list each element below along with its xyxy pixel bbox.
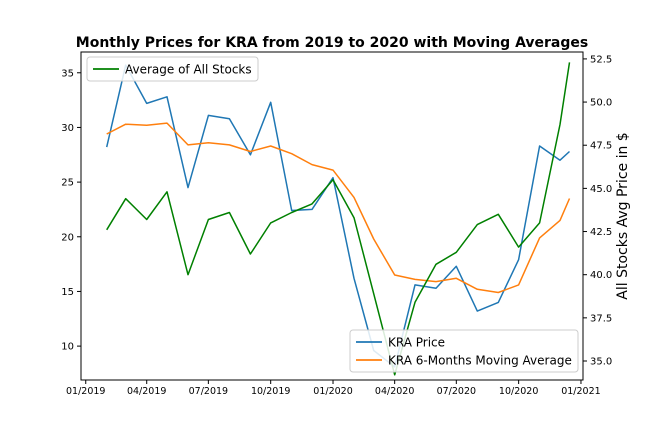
right-tick-label: 35.0: [590, 357, 612, 368]
right-tick-label: 42.5: [590, 227, 612, 238]
series-layer: [105, 62, 571, 376]
right-tick-label: 50.0: [590, 98, 612, 109]
left-tick-label: 30: [61, 123, 74, 134]
x-tick-label: 10/2020: [499, 386, 538, 397]
legend-label: Average of All Stocks: [125, 63, 252, 77]
legend-lower-box: [349, 329, 579, 373]
legend-label: KRA Price: [388, 336, 445, 350]
x-tick-label: 01/2020: [313, 386, 352, 397]
legend-upper-box: [86, 56, 259, 82]
right-axis-label: All Stocks Avg Price in $: [615, 132, 631, 299]
x-tick-label: 07/2019: [189, 386, 228, 397]
series-line-1: [106, 122, 571, 294]
x-tick-label: 10/2019: [251, 386, 290, 397]
x-tick-label: 04/2020: [375, 386, 414, 397]
chart-title: Monthly Prices for KRA from 2019 to 2020…: [76, 35, 588, 51]
plot-frame: [80, 51, 584, 381]
legend-lower: KRA Price KRA 6-Months Moving Average: [349, 329, 579, 373]
right-axis: 35.0 37.5 40.0 42.5 45.0 47.5 50.0 52.5: [583, 54, 612, 368]
x-tick-label: 01/2019: [66, 386, 105, 397]
left-tick-label: 35: [61, 68, 74, 79]
left-tick-label: 25: [61, 178, 74, 189]
right-tick-label: 47.5: [590, 141, 612, 152]
left-tick-label: 10: [61, 342, 74, 353]
right-tick-label: 45.0: [590, 184, 612, 195]
left-tick-label: 15: [61, 287, 74, 298]
legend-label: KRA 6-Months Moving Average: [388, 354, 572, 368]
series-line-2: [106, 62, 571, 376]
right-tick-label: 37.5: [590, 313, 612, 324]
x-tick-label: 01/2021: [561, 386, 600, 397]
left-tick-label: 20: [61, 232, 74, 243]
x-tick-label: 07/2020: [437, 386, 476, 397]
right-tick-label: 40.0: [590, 270, 612, 281]
x-axis: 01/2019 04/2019 07/2019 10/2019 01/2020 04/20…: [66, 380, 601, 397]
left-axis: 10 15 20 25 30 35: [61, 68, 81, 353]
legend-upper: Average of All Stocks: [86, 56, 259, 82]
x-tick-label: 04/2019: [127, 386, 166, 397]
series-line-0: [105, 64, 571, 368]
right-tick-label: 52.5: [590, 54, 612, 65]
